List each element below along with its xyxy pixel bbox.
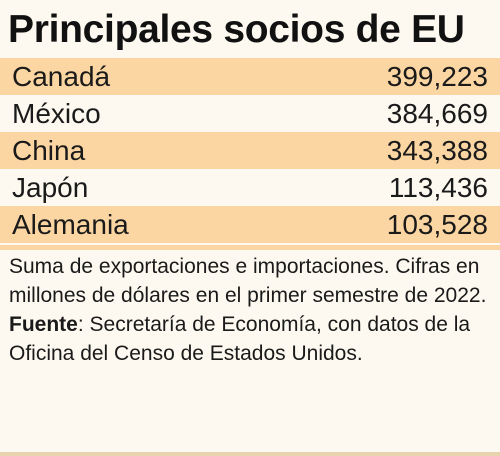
country-label: Canadá <box>12 61 111 92</box>
value-label: 343,388 <box>386 135 488 166</box>
data-table: Canadá 399,223 México 384,669 China 343,… <box>0 58 500 243</box>
value-label: 384,669 <box>386 98 488 129</box>
table-row: Canadá 399,223 <box>0 58 500 95</box>
table-row: Japón 113,436 <box>0 169 500 206</box>
chart-note: Suma de exportaciones e importaciones. C… <box>9 255 487 307</box>
source-text: : Secretaría de Economía, con datos de l… <box>9 313 471 365</box>
source-label: Fuente <box>9 313 78 336</box>
table-divider <box>0 245 500 250</box>
country-label: México <box>12 98 101 129</box>
country-label: Alemania <box>12 209 129 240</box>
table-row: México 384,669 <box>0 95 500 132</box>
value-label: 113,436 <box>388 172 488 203</box>
chart-source: Fuente: Secretaría de Economía, con dato… <box>9 310 497 368</box>
table-row: Alemania 103,528 <box>0 206 500 243</box>
value-label: 103,528 <box>386 209 488 240</box>
chart-notes: Suma de exportaciones e importaciones. C… <box>9 252 497 368</box>
country-label: China <box>12 135 86 166</box>
table-row: China 343,388 <box>0 132 500 169</box>
value-label: 399,223 <box>386 61 488 92</box>
chart-title: Principales socios de EU <box>8 8 465 51</box>
country-label: Japón <box>12 172 89 203</box>
